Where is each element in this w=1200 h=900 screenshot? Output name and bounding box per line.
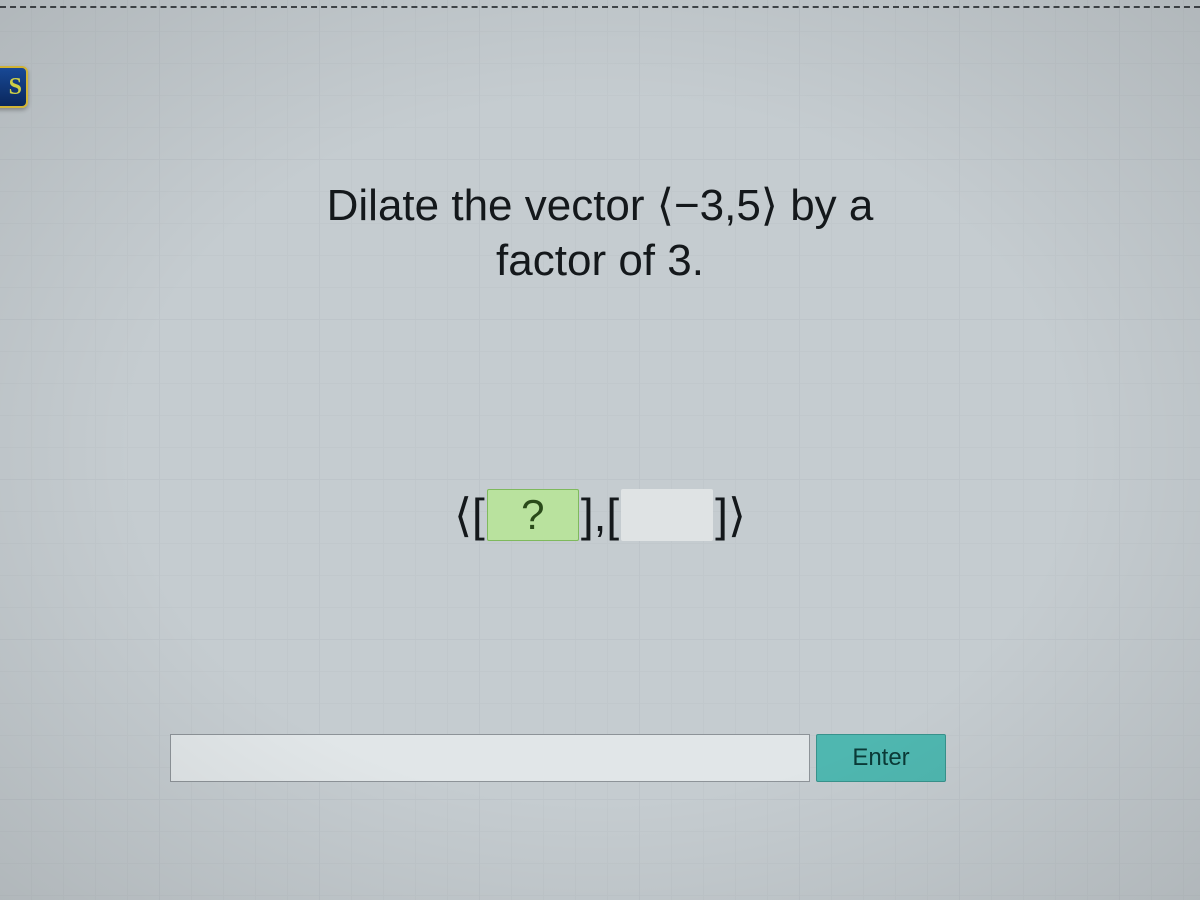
question-line1-prefix: Dilate the vector <box>327 181 657 230</box>
bracket-open-1: [ <box>472 488 485 542</box>
angle-open: ⟨ <box>454 488 472 542</box>
bracket-close-2: ] <box>715 488 728 542</box>
angle-close: ⟩ <box>728 488 746 542</box>
content-area: Dilate the vector ⟨−3,5⟩ by a factor of … <box>0 0 1200 900</box>
question-vector: ⟨−3,5⟩ <box>657 181 778 230</box>
bracket-open-2: [ <box>606 488 619 542</box>
enter-button[interactable]: Enter <box>816 734 946 782</box>
question-line2: factor of 3. <box>327 233 874 288</box>
question-line1-suffix: by a <box>778 181 873 230</box>
answer-slot-2[interactable] <box>621 489 713 541</box>
answer-slot-1[interactable]: ? <box>487 489 579 541</box>
question-text: Dilate the vector ⟨−3,5⟩ by a factor of … <box>327 178 874 288</box>
bracket-close-1: ] <box>581 488 594 542</box>
answer-input[interactable] <box>170 734 810 782</box>
comma: , <box>594 488 607 542</box>
entry-row: Enter <box>170 734 946 782</box>
answer-template: ⟨[ ? ],[ ]⟩ <box>454 488 746 542</box>
